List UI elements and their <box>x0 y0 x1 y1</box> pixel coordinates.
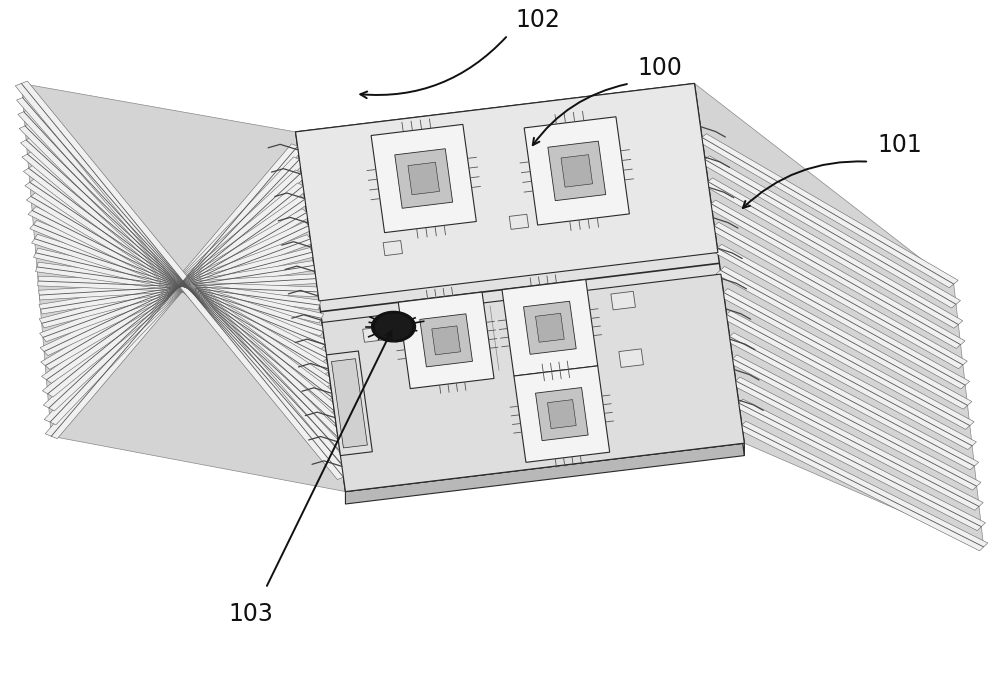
Polygon shape <box>536 388 588 441</box>
Polygon shape <box>701 156 960 308</box>
Polygon shape <box>611 291 635 310</box>
Polygon shape <box>25 178 335 388</box>
Polygon shape <box>722 311 976 450</box>
Polygon shape <box>296 84 718 301</box>
Polygon shape <box>32 234 326 336</box>
Polygon shape <box>15 81 350 480</box>
Polygon shape <box>432 326 461 355</box>
Circle shape <box>372 312 415 342</box>
Polygon shape <box>326 351 372 456</box>
Polygon shape <box>524 301 576 354</box>
Polygon shape <box>502 279 598 376</box>
Polygon shape <box>363 327 382 342</box>
Polygon shape <box>30 220 329 349</box>
Polygon shape <box>28 206 331 362</box>
Polygon shape <box>725 332 979 470</box>
Polygon shape <box>296 84 744 491</box>
Polygon shape <box>694 84 744 456</box>
Polygon shape <box>38 276 318 297</box>
Polygon shape <box>36 262 321 310</box>
Polygon shape <box>322 274 744 491</box>
Polygon shape <box>19 123 344 441</box>
Text: 100: 100 <box>638 56 682 80</box>
Polygon shape <box>710 222 967 369</box>
Polygon shape <box>707 200 965 348</box>
Polygon shape <box>704 178 963 328</box>
Polygon shape <box>22 151 340 414</box>
Polygon shape <box>45 144 304 438</box>
Polygon shape <box>383 240 402 256</box>
Polygon shape <box>728 355 981 490</box>
Polygon shape <box>371 124 476 233</box>
Polygon shape <box>408 162 439 194</box>
Polygon shape <box>713 245 970 389</box>
Polygon shape <box>40 222 313 355</box>
Polygon shape <box>42 196 310 383</box>
Polygon shape <box>40 235 314 342</box>
Polygon shape <box>732 377 983 510</box>
Polygon shape <box>43 170 307 411</box>
Polygon shape <box>331 359 367 448</box>
Polygon shape <box>694 84 984 547</box>
Polygon shape <box>719 289 974 429</box>
Polygon shape <box>548 141 606 201</box>
Polygon shape <box>735 399 985 530</box>
Polygon shape <box>39 261 316 314</box>
Polygon shape <box>509 214 529 229</box>
Polygon shape <box>18 109 346 453</box>
Text: 102: 102 <box>515 8 560 31</box>
Polygon shape <box>536 313 564 342</box>
Polygon shape <box>547 399 576 429</box>
Polygon shape <box>345 443 744 504</box>
Polygon shape <box>514 366 610 462</box>
Polygon shape <box>44 157 305 424</box>
Polygon shape <box>738 421 988 551</box>
Circle shape <box>376 314 411 339</box>
Polygon shape <box>39 247 315 328</box>
Polygon shape <box>26 192 333 375</box>
Polygon shape <box>34 248 324 323</box>
Polygon shape <box>420 314 472 367</box>
Polygon shape <box>39 274 317 300</box>
Polygon shape <box>716 266 972 409</box>
Polygon shape <box>21 84 345 491</box>
Polygon shape <box>561 155 593 187</box>
Polygon shape <box>395 148 453 208</box>
Polygon shape <box>619 349 643 367</box>
Polygon shape <box>524 117 629 225</box>
Polygon shape <box>398 292 494 389</box>
Polygon shape <box>41 209 311 369</box>
Polygon shape <box>42 183 308 397</box>
Polygon shape <box>17 95 348 466</box>
Polygon shape <box>21 137 342 427</box>
Text: 101: 101 <box>877 134 922 158</box>
Polygon shape <box>23 165 338 401</box>
Text: 103: 103 <box>229 602 274 626</box>
Polygon shape <box>697 134 958 288</box>
